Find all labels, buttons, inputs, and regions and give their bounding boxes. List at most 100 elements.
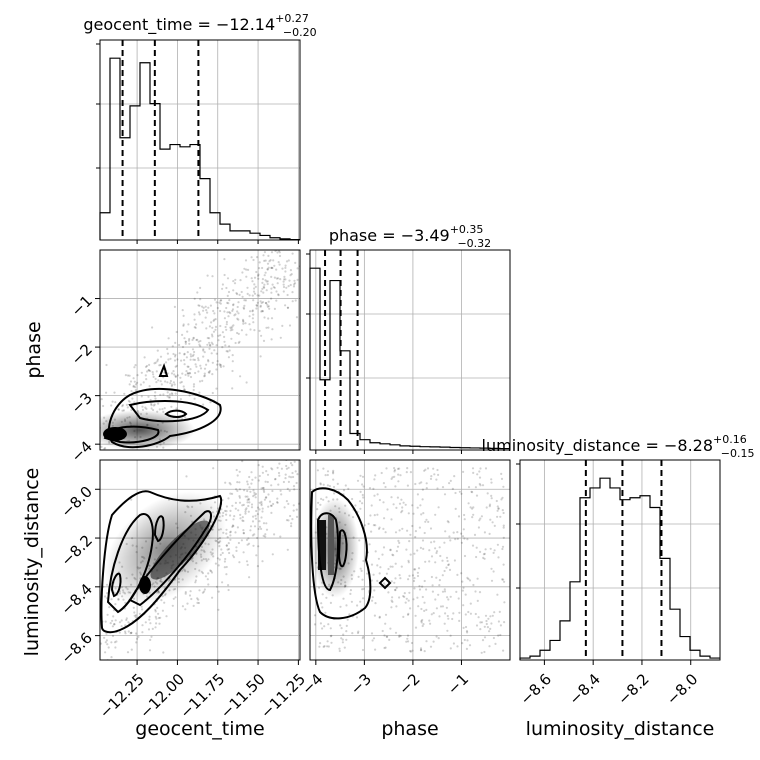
- y-tick-label: −8.4: [58, 580, 96, 618]
- scatter-point: [124, 632, 127, 635]
- scatter-point: [306, 492, 308, 494]
- scatter-point: [290, 476, 293, 479]
- scatter-point: [118, 631, 121, 634]
- histogram-step-line: [309, 267, 510, 450]
- scatter-point: [357, 630, 360, 633]
- title-phase: phase = −3.49+0.35 −0.32: [329, 223, 491, 250]
- scatter-point: [381, 553, 384, 556]
- scatter-point: [503, 621, 506, 624]
- scatter-point: [179, 398, 182, 401]
- scatter-point: [254, 492, 258, 496]
- scatter-point: [224, 509, 227, 512]
- scatter-point: [226, 548, 229, 551]
- scatter-point: [302, 271, 304, 273]
- scatter-point: [158, 408, 161, 411]
- scatter-point: [271, 453, 273, 455]
- scatter-point: [186, 372, 189, 375]
- scatter-point: [193, 318, 196, 321]
- scatter-point: [378, 498, 381, 502]
- scatter-point: [203, 367, 207, 370]
- scatter-point: [410, 641, 414, 645]
- scatter-point: [219, 334, 222, 337]
- scatter-point: [271, 553, 274, 556]
- scatter-point: [394, 589, 397, 592]
- scatter-point: [316, 508, 319, 511]
- scatter-point: [154, 391, 157, 394]
- scatter-point: [279, 455, 281, 457]
- scatter-point: [387, 591, 390, 594]
- scatter-point: [198, 304, 201, 307]
- scatter-point: [111, 625, 114, 628]
- scatter-point: [475, 555, 478, 559]
- scatter-points: [100, 250, 309, 468]
- scatter-point: [272, 259, 275, 262]
- scatter-point: [144, 365, 148, 368]
- scatter-point: [216, 557, 219, 560]
- scatter-point: [424, 520, 427, 523]
- scatter-point: [234, 501, 237, 504]
- scatter-point: [266, 268, 269, 271]
- scatter-point: [229, 326, 232, 329]
- scatter-point: [232, 556, 236, 559]
- scatter-point: [269, 259, 272, 262]
- scatter-point: [488, 532, 491, 536]
- scatter-point: [501, 509, 504, 512]
- scatter-point: [155, 617, 158, 620]
- scatter-point: [480, 621, 484, 624]
- scatter-point: [121, 405, 124, 408]
- scatter-point: [270, 504, 273, 507]
- panel-hist-phase: phase = −3.49+0.35 −0.32: [309, 223, 511, 451]
- scatter-point: [141, 405, 144, 408]
- scatter-point: [374, 648, 377, 651]
- scatter-point: [184, 340, 187, 343]
- scatter-point: [438, 584, 441, 587]
- scatter-point: [379, 566, 382, 569]
- scatter-point: [385, 572, 388, 575]
- scatter-point: [154, 608, 157, 612]
- scatter-point: [133, 380, 136, 383]
- scatter-point: [307, 304, 309, 306]
- scatter-point: [270, 266, 273, 269]
- scatter-point: [322, 498, 325, 501]
- scatter-point: [157, 379, 160, 382]
- scatter-point: [198, 589, 201, 592]
- scatter-point: [255, 307, 258, 310]
- scatter-point: [382, 527, 385, 531]
- scatter-point: [478, 476, 482, 479]
- scatter-point: [265, 470, 268, 473]
- scatter-point: [236, 526, 239, 529]
- scatter-point: [155, 370, 158, 373]
- scatter-point: [112, 451, 114, 453]
- scatter-point: [223, 317, 226, 320]
- scatter-point: [425, 608, 428, 612]
- scatter-point: [128, 383, 131, 386]
- scatter-point: [244, 299, 247, 302]
- scatter-point: [361, 483, 364, 486]
- scatter-point: [238, 488, 241, 491]
- scatter-point: [140, 605, 143, 608]
- scatter-point: [273, 264, 276, 267]
- scatter-point: [227, 356, 230, 359]
- scatter-point: [456, 531, 459, 534]
- scatter-point: [184, 416, 187, 419]
- scatter-point: [466, 538, 469, 541]
- scatter-point: [384, 531, 387, 534]
- scatter-point: [372, 573, 375, 576]
- scatter-point: [255, 509, 258, 513]
- scatter-point: [419, 504, 422, 507]
- scatter-point: [242, 531, 245, 535]
- scatter-point: [278, 474, 281, 477]
- scatter-point: [434, 513, 437, 516]
- scatter-point: [246, 489, 249, 493]
- scatter-point: [117, 466, 119, 468]
- scatter-point: [488, 503, 492, 506]
- scatter-point: [461, 535, 465, 538]
- scatter-point: [256, 256, 259, 259]
- scatter-point: [462, 528, 465, 531]
- scatter-point: [260, 527, 263, 531]
- scatter-point: [420, 513, 423, 516]
- scatter-point: [250, 503, 254, 506]
- scatter-point: [347, 487, 350, 490]
- scatter-point: [240, 290, 243, 294]
- scatter-point: [418, 482, 421, 485]
